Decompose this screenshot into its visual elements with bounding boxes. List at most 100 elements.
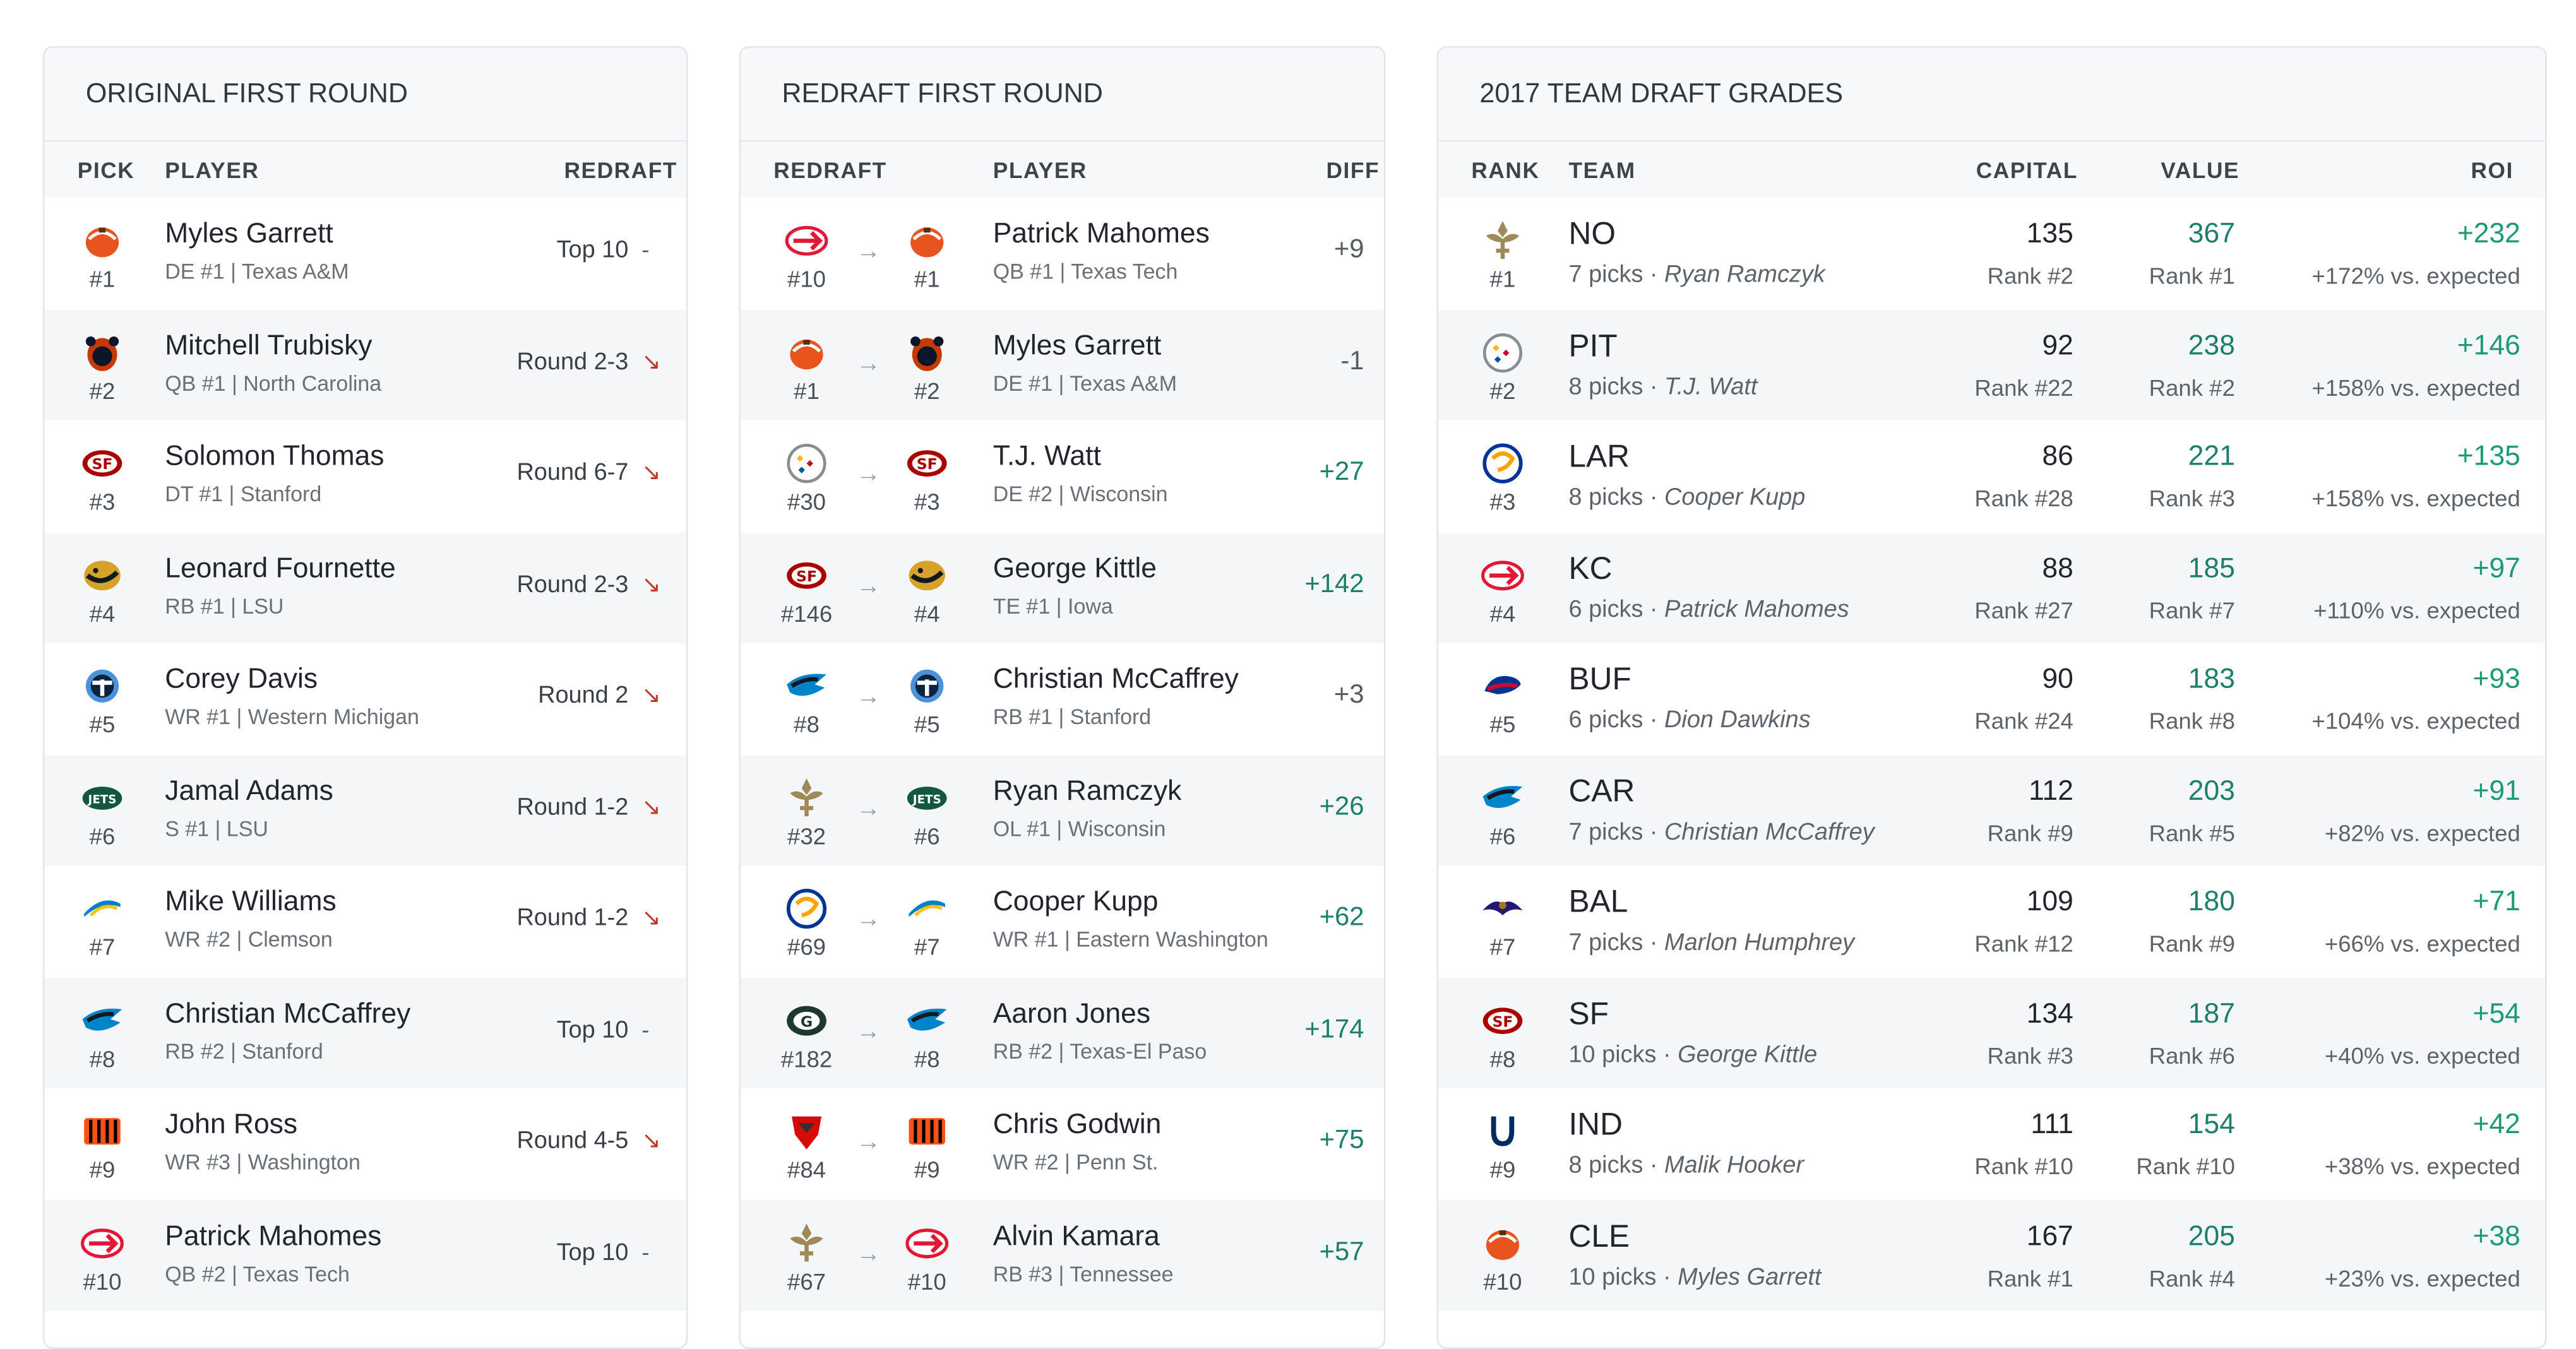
player-name[interactable]: Jamal Adams <box>165 774 333 806</box>
arrow-right-icon: → <box>856 571 881 600</box>
table-row[interactable]: #3 LAR 8 picks · Cooper Kupp 86 Rank #28 221 R… <box>1438 420 2546 532</box>
team-rank: #7 <box>1489 933 1516 960</box>
original-first-round-card: ORIGINAL FIRST ROUND PICK PLAYER REDRAFT… <box>42 46 688 1349</box>
draft-capital-value: 109 <box>2026 885 2073 917</box>
pick-number: #10 <box>83 1267 122 1294</box>
player-name[interactable]: Patrick Mahomes <box>993 217 1210 249</box>
table-row[interactable]: JETS #6 Jamal Adams S #1 | LSU Round 1-2 ↘ <box>44 754 686 866</box>
table-row[interactable]: SF #146 → #4 George Kittle TE #1 | Iowa +142 <box>741 532 1384 643</box>
table-row[interactable]: #4 Leonard Fournette RB #1 | LSU Round 2-3 ↘ <box>44 532 686 643</box>
player-name[interactable]: Aaron Jones <box>993 997 1151 1028</box>
player-name[interactable]: Leonard Fournette <box>165 551 396 583</box>
table-row[interactable]: #10 → #1 Patrick Mahomes QB #1 | Texas Tech +… <box>741 198 1384 309</box>
table-row[interactable]: #9 John Ross WR #3 | Washington Round 4-5 ↘ <box>44 1088 686 1200</box>
table-row[interactable]: #1 → #2 Myles Garrett DE #1 | Texas A&M -1 <box>741 309 1384 421</box>
player-name[interactable]: Mike Williams <box>165 885 337 917</box>
column-header-capital[interactable]: CAPITAL <box>1976 158 2078 183</box>
redraft-projection: Round 4-5 <box>516 1127 629 1155</box>
draft-value-rank: Rank #3 <box>2149 485 2235 511</box>
team-abbreviation[interactable]: IND <box>1568 1108 1623 1143</box>
player-name[interactable]: Chris Godwin <box>993 1108 1162 1140</box>
team-abbreviation[interactable]: BAL <box>1568 885 1628 920</box>
sf-team-logo-icon: SF <box>785 553 828 596</box>
table-row[interactable]: #4 KC 6 picks · Patrick Mahomes 88 Rank #27 1… <box>1438 532 2546 643</box>
team-rank: #10 <box>1483 1267 1522 1294</box>
player-name[interactable]: Alvin Kamara <box>993 1219 1160 1251</box>
original-pick-number: #8 <box>794 710 820 737</box>
table-row[interactable]: #10 CLE 10 picks · Myles Garrett 167 Rank #1… <box>1438 1199 2546 1311</box>
table-row[interactable]: #1 Myles Garrett DE #1 | Texas A&M Top 10- <box>44 198 686 309</box>
table-row[interactable]: #8 Christian McCaffrey RB #2 | Stanford Top… <box>44 977 686 1089</box>
table-row[interactable]: #1 NO 7 picks · Ryan Ramczyk 135 Rank #2 367 R… <box>1438 198 2546 309</box>
player-name[interactable]: George Kittle <box>993 551 1157 583</box>
player-name[interactable]: Corey Davis <box>165 663 318 694</box>
player-name[interactable]: Patrick Mahomes <box>165 1219 382 1251</box>
table-row[interactable]: #9 IND 8 picks · Malik Hooker 111 Rank #10 15… <box>1438 1088 2546 1200</box>
table-row[interactable]: #6 CAR 7 picks · Christian McCaffrey 112 Ran… <box>1438 754 2546 866</box>
player-name[interactable]: Christian McCaffrey <box>165 997 411 1028</box>
team-pick-summary: 7 picks · Christian McCaffrey <box>1568 819 1874 845</box>
pick-number: #4 <box>89 599 116 626</box>
table-row[interactable]: #32 → JETS #6 Ryan Ramczyk OL #1 | Wisconsin +… <box>741 754 1384 866</box>
player-name[interactable]: Ryan Ramczyk <box>993 774 1182 806</box>
player-detail: WR #1 | Eastern Washington <box>993 927 1268 952</box>
column-header-value[interactable]: VALUE <box>2161 158 2240 183</box>
table-row[interactable]: #67 → #10 Alvin Kamara RB #3 | Tennessee +57 <box>741 1199 1384 1311</box>
player-name[interactable]: Solomon Thomas <box>165 440 385 472</box>
arrow-right-icon: → <box>856 1127 881 1156</box>
player-name[interactable]: Cooper Kupp <box>993 885 1159 917</box>
player-detail: WR #2 | Clemson <box>165 927 333 952</box>
table-row[interactable]: #30 → SF #3 T.J. Watt DE #2 | Wisconsin +27 <box>741 420 1384 532</box>
team-pick-summary: 8 picks · Malik Hooker <box>1568 1153 1804 1179</box>
draft-capital-rank: Rank #9 <box>1987 819 2073 845</box>
team-abbreviation[interactable]: KC <box>1568 551 1613 586</box>
column-header-rank[interactable]: RANK <box>1471 158 1540 183</box>
player-detail: QB #1 | Texas Tech <box>993 259 1178 284</box>
table-row[interactable]: SF #3 Solomon Thomas DT #1 | Stanford Round … <box>44 420 686 532</box>
trend-down-icon: ↘ <box>641 903 661 930</box>
column-header-pick[interactable]: PICK <box>77 158 135 183</box>
column-header-redraft[interactable]: REDRAFT <box>564 158 677 183</box>
column-header-roi[interactable]: ROI <box>2471 158 2513 183</box>
table-row[interactable]: #84 → #9 Chris Godwin WR #2 | Penn St. +75 <box>741 1088 1384 1200</box>
table-row[interactable]: SF #8 SF 10 picks · George Kittle 134 Rank #3… <box>1438 977 2546 1089</box>
team-abbreviation[interactable]: NO <box>1568 217 1616 253</box>
table-row[interactable]: #5 BUF 6 picks · Dion Dawkins 90 Rank #24 183… <box>1438 643 2546 755</box>
player-name[interactable]: Myles Garrett <box>993 329 1162 360</box>
cin-team-logo-icon <box>81 1110 124 1153</box>
draft-capital-value: 112 <box>2029 774 2073 806</box>
column-header-player[interactable]: PLAYER <box>993 158 1087 183</box>
team-rank: #1 <box>1489 265 1516 292</box>
team-abbreviation[interactable]: CAR <box>1568 774 1635 809</box>
player-name[interactable]: John Ross <box>165 1108 298 1140</box>
table-row[interactable]: #7 BAL 7 picks · Marlon Humphrey 109 Rank #1… <box>1438 865 2546 977</box>
table-row[interactable]: #5 Corey Davis WR #1 | Western Michigan Rou… <box>44 643 686 755</box>
table-row[interactable]: G #182 → #8 Aaron Jones RB #2 | Texas-El Paso… <box>741 977 1384 1089</box>
table-row[interactable]: #10 Patrick Mahomes QB #2 | Texas Tech Top … <box>44 1199 686 1311</box>
redraft-first-round-card: REDRAFT FIRST ROUND REDRAFT PLAYER DIFF … <box>739 46 1386 1349</box>
column-header-diff[interactable]: DIFF <box>1326 158 1380 183</box>
team-abbreviation[interactable]: LAR <box>1568 440 1630 475</box>
team-abbreviation[interactable]: PIT <box>1568 329 1618 364</box>
table-row[interactable]: #7 Mike Williams WR #2 | Clemson Round 1-2 ↘ <box>44 865 686 977</box>
player-name[interactable]: Mitchell Trubisky <box>165 329 373 360</box>
player-name[interactable]: Myles Garrett <box>165 217 333 249</box>
column-header-player[interactable]: PLAYER <box>165 158 259 183</box>
player-name[interactable]: T.J. Watt <box>993 440 1101 472</box>
redraft-projection: Top 10 <box>556 1016 629 1043</box>
table-row[interactable]: #8 → #5 Christian McCaffrey RB #1 | Stanford… <box>741 643 1384 755</box>
team-abbreviation[interactable]: BUF <box>1568 663 1631 698</box>
column-header-redraft[interactable]: REDRAFT <box>773 158 887 183</box>
team-abbreviation[interactable]: SF <box>1568 997 1609 1032</box>
table-row[interactable]: #2 PIT 8 picks · T.J. Watt 92 Rank #22 238 Ran… <box>1438 309 2546 421</box>
player-name[interactable]: Christian McCaffrey <box>993 663 1239 694</box>
column-header-team[interactable]: TEAM <box>1568 158 1636 183</box>
table-row[interactable]: #2 Mitchell Trubisky QB #1 | North Carolin… <box>44 309 686 421</box>
original-pick-number: #30 <box>787 488 826 515</box>
team-pick-summary: 8 picks · T.J. Watt <box>1568 374 1757 400</box>
team-abbreviation[interactable]: CLE <box>1568 1219 1630 1254</box>
table-row[interactable]: #69 → #7 Cooper Kupp WR #1 | Eastern Washing… <box>741 865 1384 977</box>
top-pick-name: George Kittle <box>1678 1041 1818 1068</box>
draft-value: 367 <box>2188 217 2235 249</box>
top-pick-name: Christian McCaffrey <box>1664 819 1875 845</box>
